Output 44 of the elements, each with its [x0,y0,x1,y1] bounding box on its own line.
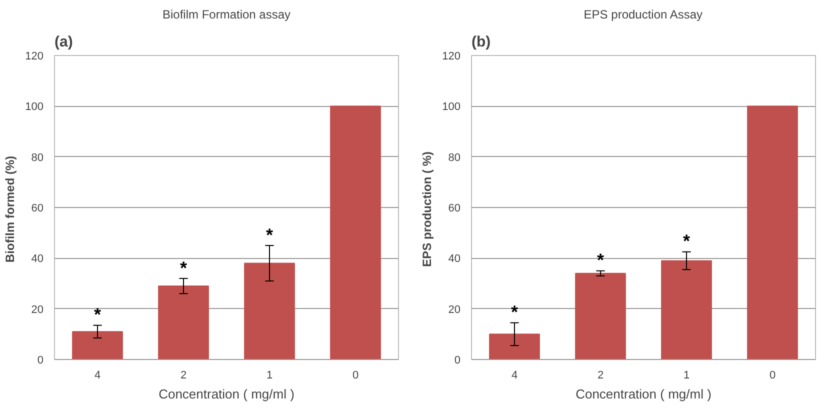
y-tick-label: 100 [442,101,461,114]
bar [330,106,381,360]
y-tick-label: 20 [31,304,44,316]
y-tick-label: 40 [448,253,461,266]
bar [575,272,626,360]
annotation: * [266,224,274,245]
x-tick-label: 4 [511,370,518,382]
x-axis-title: Concentration ( mg/ml ) [158,386,294,402]
bar [244,262,295,360]
y-tick-label: 120 [442,50,461,62]
x-tick-label: 0 [769,370,776,382]
text: (a) [54,34,73,50]
x-tick-label: 4 [94,370,101,382]
annotation: * [511,302,518,322]
bar [158,286,209,360]
y-tick-label: 120 [25,50,44,62]
x-tick-label: 0 [352,370,359,382]
bar [489,334,540,360]
text: (b) [472,34,491,50]
y-tick-label: 80 [31,152,44,164]
annotation: * [597,250,604,270]
y-tick-label: 0 [37,354,44,366]
annotation: * [180,258,188,278]
y-tick-label: 80 [448,152,461,164]
annotation: * [94,304,102,325]
y-axis-title: Biofilm formed (%) [3,156,18,262]
x-tick-label: 1 [266,370,273,382]
y-tick-label: 100 [25,101,44,114]
bar [661,260,712,360]
y-tick-label: 60 [448,202,461,214]
x-tick-label: 2 [180,370,187,382]
annotation: * [683,231,690,252]
y-axis-title: EPS production ( %) [420,151,434,267]
chart-title: EPS production Assay [584,8,703,22]
bar [72,331,123,360]
y-tick-label: 60 [31,202,44,214]
x-tick-label: 2 [597,370,604,382]
x-axis-title: Concentration ( mg/ml ) [576,386,712,402]
y-tick-label: 0 [454,354,461,366]
x-tick-label: 1 [683,370,690,382]
bar [747,106,798,360]
y-tick-label: 20 [448,304,461,316]
y-tick-label: 40 [31,253,44,266]
chart-title: Biofilm Formation assay [162,8,291,22]
